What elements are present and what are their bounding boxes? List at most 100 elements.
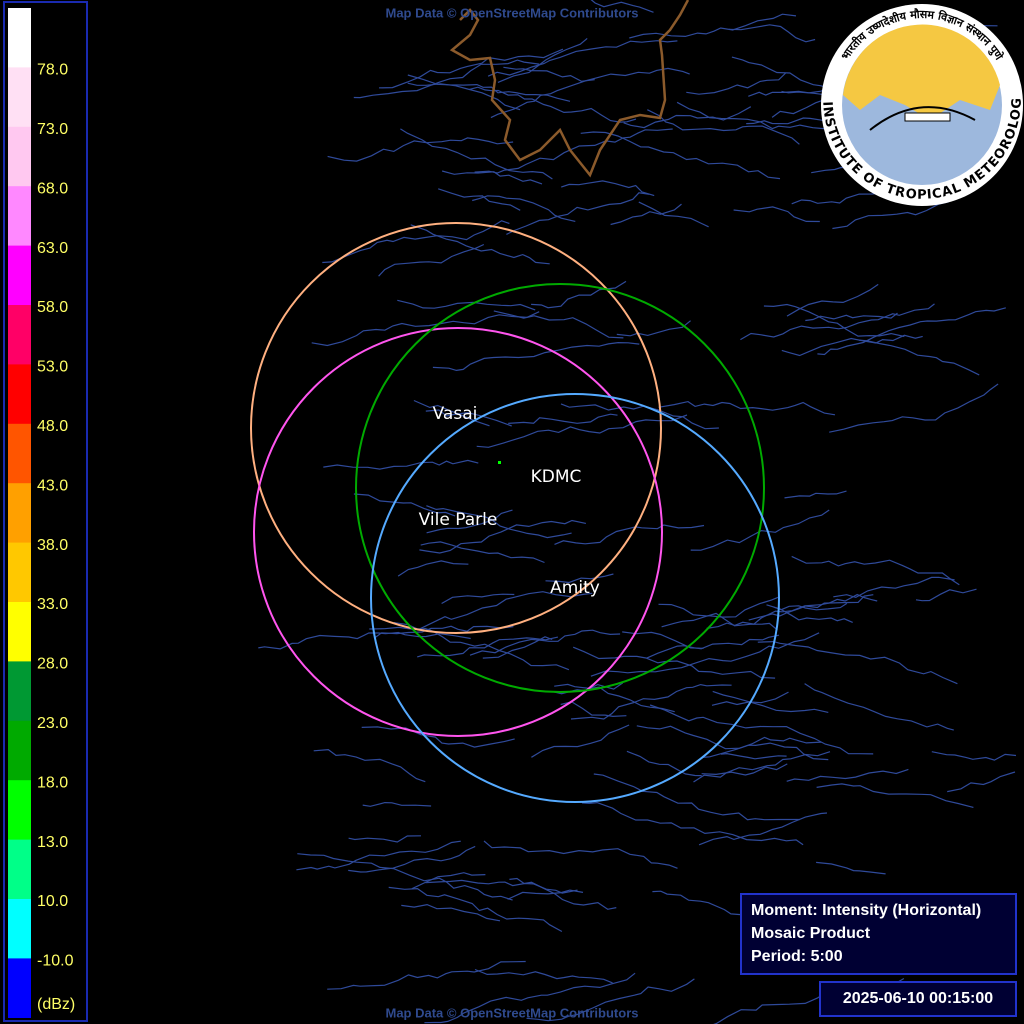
river bbox=[507, 889, 584, 900]
river bbox=[791, 555, 960, 586]
river bbox=[590, 0, 654, 13]
river bbox=[712, 690, 829, 713]
river bbox=[554, 683, 675, 713]
river bbox=[766, 604, 853, 623]
river bbox=[817, 307, 1006, 356]
legend-swatch bbox=[8, 8, 31, 68]
river bbox=[686, 72, 787, 95]
river bbox=[474, 128, 673, 174]
river bbox=[786, 768, 909, 782]
river bbox=[693, 751, 831, 783]
station-label: Amity bbox=[550, 578, 600, 598]
legend-swatch bbox=[8, 483, 31, 544]
river bbox=[915, 588, 977, 602]
echo bbox=[498, 461, 501, 464]
legend-label: 78.0 bbox=[37, 62, 68, 79]
river bbox=[483, 840, 678, 869]
river bbox=[426, 509, 513, 534]
legend-label: 18.0 bbox=[37, 774, 68, 791]
legend-swatch bbox=[8, 720, 31, 781]
river bbox=[258, 631, 471, 650]
legend-swatch bbox=[8, 958, 31, 1018]
river bbox=[816, 861, 886, 875]
river bbox=[353, 59, 540, 99]
legend-swatch bbox=[8, 186, 31, 247]
river bbox=[690, 509, 830, 551]
river bbox=[816, 783, 974, 808]
river bbox=[508, 413, 618, 424]
river bbox=[397, 299, 536, 311]
range-ring bbox=[370, 393, 780, 803]
river bbox=[503, 66, 595, 82]
legend-swatch bbox=[8, 602, 31, 662]
info-line: Period: 5:00 bbox=[751, 948, 843, 965]
river bbox=[610, 203, 682, 226]
river bbox=[629, 13, 797, 39]
river bbox=[327, 137, 514, 162]
river bbox=[748, 594, 874, 621]
range-ring bbox=[250, 222, 662, 634]
legend-swatch bbox=[8, 245, 31, 306]
legend-swatch bbox=[8, 542, 31, 603]
river bbox=[410, 224, 550, 265]
legend-swatch bbox=[8, 899, 31, 959]
legend-label: 33.0 bbox=[37, 596, 68, 613]
legend-label: 28.0 bbox=[37, 656, 68, 673]
logo-arrow bbox=[904, 112, 951, 122]
river bbox=[353, 493, 456, 517]
river bbox=[554, 524, 705, 545]
river bbox=[561, 180, 655, 197]
river bbox=[829, 383, 999, 433]
legend-label: 48.0 bbox=[37, 418, 68, 435]
river bbox=[425, 879, 578, 894]
range-ring bbox=[253, 327, 663, 737]
river bbox=[388, 886, 563, 933]
river bbox=[661, 596, 780, 628]
river bbox=[438, 188, 521, 211]
river bbox=[497, 37, 588, 83]
radar-ranges bbox=[250, 222, 780, 803]
river bbox=[531, 724, 630, 758]
legend: 78.0 73.0 68.0 63.0 58.0 53.0 48.0 43.0 38.0 33.0… bbox=[8, 8, 74, 1018]
river bbox=[348, 835, 422, 843]
legend-swatch bbox=[8, 67, 31, 128]
station-label: KDMC bbox=[531, 467, 582, 487]
river bbox=[348, 845, 476, 873]
river bbox=[297, 853, 513, 901]
river bbox=[373, 625, 514, 639]
river bbox=[636, 725, 829, 761]
legend-label: 58.0 bbox=[37, 299, 68, 316]
station-label: Vasai bbox=[433, 404, 478, 424]
river bbox=[832, 201, 949, 230]
legend-label: 63.0 bbox=[37, 240, 68, 257]
river bbox=[432, 341, 640, 372]
river bbox=[419, 519, 587, 554]
river bbox=[858, 339, 980, 376]
river bbox=[327, 960, 526, 990]
river bbox=[647, 109, 800, 145]
timestamp-box bbox=[819, 981, 1017, 1017]
river bbox=[401, 903, 501, 922]
river bbox=[509, 877, 617, 910]
river bbox=[757, 640, 958, 685]
legend-label: 13.0 bbox=[37, 834, 68, 851]
river bbox=[638, 201, 709, 228]
river bbox=[593, 773, 800, 821]
river bbox=[417, 636, 559, 658]
river bbox=[784, 490, 847, 499]
state-border bbox=[449, 0, 690, 178]
river bbox=[728, 24, 816, 43]
river bbox=[420, 541, 545, 564]
river bbox=[322, 220, 510, 264]
river bbox=[616, 320, 691, 337]
river bbox=[482, 636, 553, 659]
legend-label: 38.0 bbox=[37, 537, 68, 554]
river bbox=[733, 206, 820, 223]
river bbox=[378, 243, 485, 277]
river bbox=[506, 192, 650, 235]
river bbox=[931, 751, 1017, 761]
river bbox=[720, 752, 787, 760]
river bbox=[487, 40, 678, 77]
station-label: Vile Parle bbox=[419, 510, 498, 530]
river bbox=[572, 646, 776, 679]
